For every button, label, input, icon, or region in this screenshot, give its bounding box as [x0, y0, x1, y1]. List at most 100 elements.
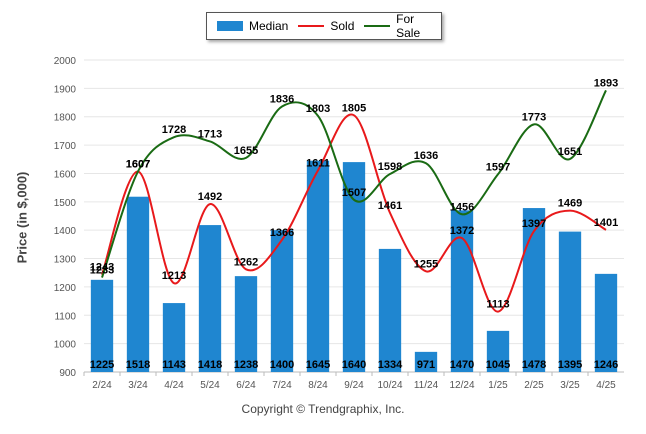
legend-label-for-sale: For Sale [396, 12, 421, 40]
data-label-sold: 1611 [306, 157, 330, 169]
y-tick-label: 1600 [54, 169, 77, 180]
median-bar [126, 196, 150, 372]
data-label-sold: 1262 [234, 256, 258, 268]
median-bars [90, 160, 618, 372]
data-label-median: 971 [417, 359, 435, 371]
y-tick-label: 1800 [54, 113, 77, 124]
data-label-sold: 1492 [198, 191, 222, 203]
median-bar [342, 162, 366, 372]
y-tick-label: 1100 [54, 311, 76, 322]
data-label-for-sale: 1597 [486, 161, 510, 173]
median-bar [306, 160, 330, 372]
legend-item-median: Median [217, 19, 288, 33]
data-label-for-sale: 1598 [378, 161, 402, 173]
data-label-for-sale: 1507 [342, 187, 366, 199]
x-tick-label: 2/25 [524, 380, 544, 391]
legend-label-sold: Sold [330, 19, 355, 33]
x-tick-label: 5/24 [200, 380, 220, 391]
data-label-for-sale: 1713 [198, 128, 222, 140]
data-label-for-sale: 1728 [162, 124, 186, 136]
data-label-for-sale: 1773 [522, 111, 546, 123]
data-label-for-sale: 1836 [270, 94, 294, 106]
median-bar [90, 279, 114, 372]
median-bar [162, 303, 186, 372]
median-bar [378, 248, 402, 372]
data-label-median: 1518 [126, 359, 150, 371]
data-label-sold: 1372 [450, 225, 474, 237]
median-bar [198, 225, 222, 372]
median-bar [594, 273, 618, 372]
median-bar [234, 276, 258, 372]
data-label-sold: 1255 [414, 258, 438, 270]
data-label-median: 1400 [270, 359, 294, 371]
data-label-median: 1645 [306, 359, 330, 371]
median-bar [270, 230, 294, 372]
data-label-median: 1640 [342, 359, 366, 371]
data-label-median: 1418 [198, 359, 222, 371]
data-label-for-sale: 1655 [234, 145, 258, 157]
median-bar [486, 330, 510, 372]
data-label-median: 1478 [522, 359, 546, 371]
y-tick-label: 1700 [54, 141, 77, 152]
data-label-for-sale: 1636 [414, 150, 438, 162]
x-tick-label: 4/24 [164, 380, 184, 391]
y-tick-label: 1400 [54, 226, 77, 237]
x-tick-label: 1/25 [488, 380, 508, 391]
data-label-for-sale: 1803 [306, 103, 330, 115]
legend-swatch-median [217, 21, 243, 31]
series-line-for-sale [101, 89, 607, 278]
data-label-sold: 1461 [378, 200, 402, 212]
chart-legend: Median Sold For Sale [206, 12, 442, 40]
legend-item-sold: Sold [298, 19, 354, 33]
x-tick-label: 12/24 [449, 380, 474, 391]
data-label-sold: 1401 [594, 217, 618, 229]
y-tick-label: 1500 [54, 198, 77, 209]
data-label-median: 1246 [594, 359, 618, 371]
data-label-for-sale: 1607 [126, 158, 150, 170]
median-bar [558, 231, 582, 372]
data-label-sold: 1113 [486, 299, 509, 311]
y-axis-label: Price (in $,000) [14, 171, 30, 264]
legend-label-median: Median [249, 19, 289, 33]
x-ticks: 2/24 3/24 4/24 5/24 6/24 7/24 8/24 9/24 10/24 11/… [83, 372, 616, 391]
legend-swatch-sold [298, 25, 325, 27]
data-label-median: 1045 [486, 359, 510, 371]
x-tick-label: 2/24 [92, 380, 112, 391]
data-label-sold: 1805 [342, 102, 366, 114]
data-label-median: 1334 [378, 359, 403, 371]
data-label-median: 1238 [234, 359, 258, 371]
y-tick-label: 900 [59, 368, 76, 379]
data-label-for-sale: 1233 [90, 265, 114, 277]
data-label-median: 1143 [162, 359, 186, 371]
legend-item-for-sale: For Sale [364, 12, 441, 40]
y-tick-label: 2000 [54, 56, 77, 67]
copyright-text: Copyright © Trendgraphix, Inc. [241, 402, 405, 416]
data-label-median: 1395 [558, 359, 582, 371]
y-tick-label: 1000 [54, 340, 77, 351]
y-tick-label: 1900 [54, 84, 77, 95]
data-label-sold: 1213 [162, 270, 186, 282]
data-label-sold: 1243 [90, 262, 114, 274]
x-tick-label: 9/24 [344, 380, 364, 391]
data-label-median: 1225 [90, 359, 114, 371]
data-label-sold: 1397 [522, 218, 546, 230]
series-line-sold [101, 113, 607, 313]
x-tick-label: 10/24 [377, 380, 402, 391]
data-label-median: 1470 [450, 359, 474, 371]
data-label-for-sale: 1893 [594, 77, 618, 89]
data-label-for-sale: 1651 [558, 146, 582, 158]
x-tick-label: 11/24 [414, 380, 439, 391]
line-data-labels: 1243 1607 1213 1492 1262 1366 1611 1805 1461 1255… [90, 77, 618, 310]
x-tick-label: 3/25 [560, 380, 580, 391]
x-tick-label: 4/25 [596, 380, 616, 391]
data-label-sold: 1607 [126, 158, 150, 170]
data-label-sold: 1469 [558, 198, 582, 210]
legend-swatch-for-sale [364, 25, 391, 27]
median-bar [522, 208, 546, 372]
bar-data-labels: 1225 1518 1143 1418 1238 1400 1645 1640 1334 971 1… [90, 359, 618, 371]
x-tick-label: 6/24 [236, 380, 256, 391]
y-tick-label: 1300 [54, 255, 77, 266]
x-tick-label: 3/24 [128, 380, 148, 391]
median-bar [450, 210, 474, 372]
